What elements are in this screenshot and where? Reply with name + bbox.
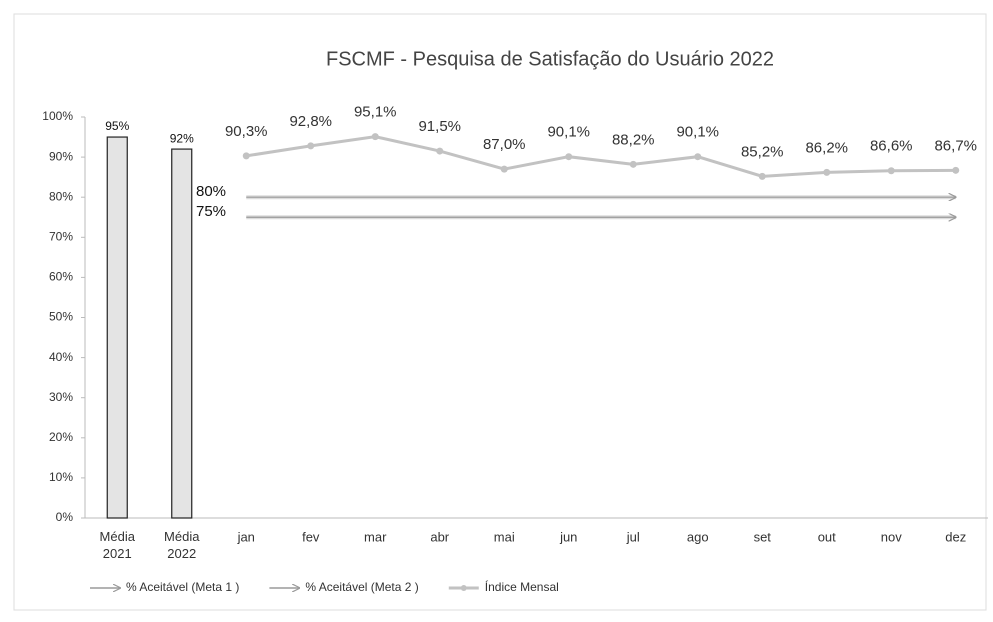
y-tick-label: 70% [49,229,73,243]
x-tick-label: Média 2022 [164,529,200,561]
chart-title: FSCMF - Pesquisa de Satisfação do Usuári… [326,48,774,70]
x-tick-label: abr [430,529,449,544]
line-label: 86,7% [934,137,977,154]
line-label: 85,2% [741,143,784,160]
legend-label: Índice Mensal [485,579,559,594]
line-label: 92,8% [289,113,332,130]
x-tick-label: jun [559,529,577,544]
bar-label: 95% [105,119,129,133]
y-tick-label: 60% [49,270,73,284]
line-point [629,160,637,168]
bar [106,136,128,519]
y-tick-label: 0% [56,510,74,524]
line-point [758,172,766,180]
x-tick-label: fev [302,529,320,544]
line-label: 91,5% [418,118,461,135]
x-tick-label: dez [945,529,966,544]
x-tick-label: jan [237,529,255,544]
bar-label: 92% [170,131,194,145]
line-point [823,168,831,176]
line-point [565,153,573,161]
line-label: 88,2% [612,131,655,148]
y-tick-label: 10% [49,470,73,484]
y-tick-label: 40% [49,350,73,364]
line-point [436,147,444,155]
line-point [952,166,960,174]
annotation: 75% [196,203,226,220]
legend-swatch [460,585,467,591]
chart-frame [13,13,987,611]
line-label: 90,1% [676,124,719,141]
x-tick-label: out [818,529,836,544]
bar [171,148,193,519]
y-tick-label: 80% [49,189,73,203]
y-tick-label: 20% [49,430,73,444]
annotation: 80% [196,183,226,200]
y-tick-label: 90% [49,149,73,163]
x-tick-label: jul [626,529,640,544]
x-tick-label: ago [687,529,709,544]
line [246,135,956,178]
x-tick-label: mar [364,529,387,544]
line-label: 90,1% [547,124,590,141]
y-tick-label: 100% [42,109,73,123]
x-tick-label: mai [494,529,515,544]
line-point [887,167,895,175]
y-tick-label: 30% [49,390,73,404]
legend-label: % Aceitável (Meta 2 ) [305,580,418,594]
line-point [371,133,379,141]
line-label: 87,0% [483,136,526,153]
line-label: 86,2% [805,139,848,156]
x-tick-label: Média 2021 [100,529,136,561]
line-label: 90,3% [225,123,268,140]
line-label: 95,1% [354,104,397,121]
line-point [694,153,702,161]
line-point [500,165,508,173]
line-point [242,152,250,160]
legend-label: % Aceitável (Meta 1 ) [126,580,239,594]
line-label: 86,6% [870,138,913,155]
line-point [307,142,315,150]
y-tick-label: 50% [49,310,73,324]
x-tick-label: set [754,529,772,544]
x-tick-label: nov [881,529,902,544]
